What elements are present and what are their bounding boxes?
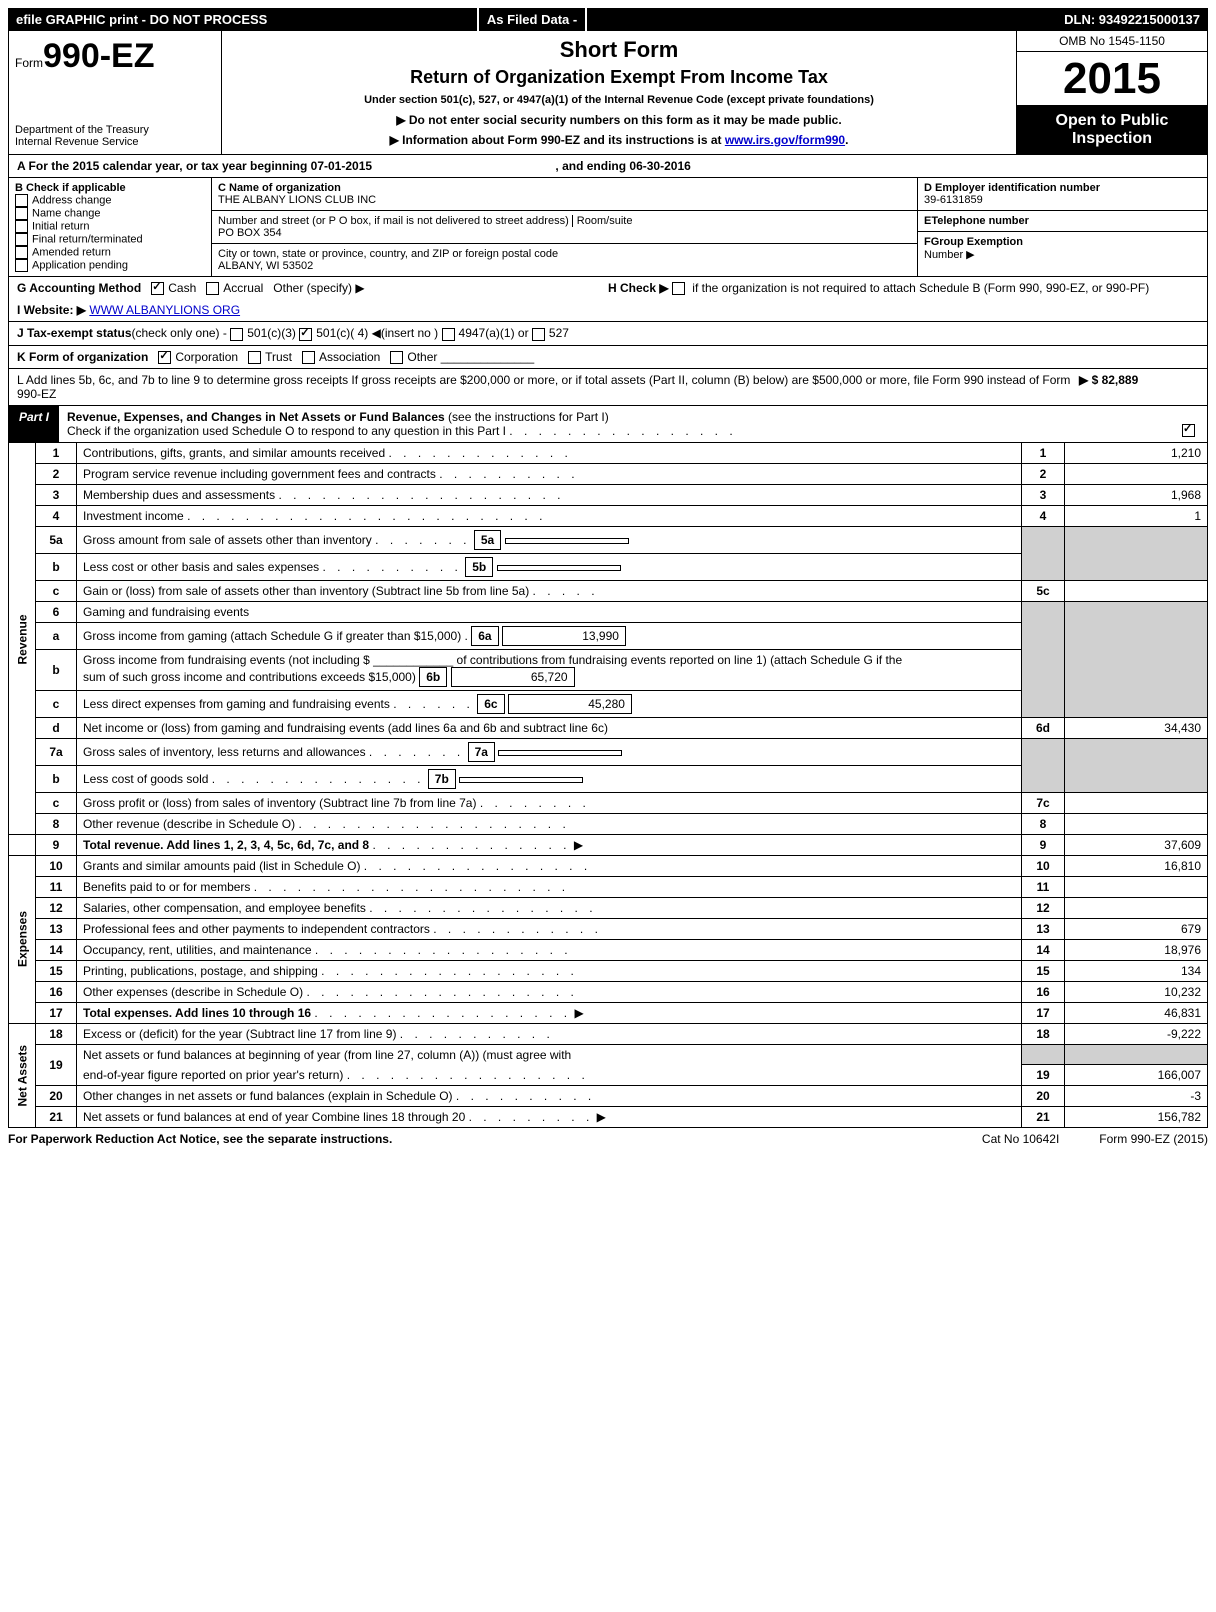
gross-receipts: ▶ $ 82,889 bbox=[1079, 373, 1199, 401]
form-footer: Form 990-EZ (2015) bbox=[1099, 1132, 1208, 1146]
omb-number: OMB No 1545-1150 bbox=[1017, 31, 1207, 52]
row-l: L Add lines 5b, 6c, and 7b to line 9 to … bbox=[8, 369, 1208, 406]
org-city-cell: City or town, state or province, country… bbox=[212, 244, 917, 276]
ein: 39-6131859 bbox=[924, 194, 983, 206]
org-city: ALBANY, WI 53502 bbox=[218, 260, 313, 272]
ssn-notice: ▶ Do not enter social security numbers o… bbox=[230, 113, 1008, 127]
org-address: PO BOX 354 bbox=[218, 227, 282, 239]
chk-other-org[interactable] bbox=[390, 351, 403, 364]
title-short-form: Short Form bbox=[230, 37, 1008, 63]
line18-value: -9,222 bbox=[1065, 1023, 1208, 1044]
line6d-value: 34,430 bbox=[1065, 717, 1208, 738]
line21-value: 156,782 bbox=[1065, 1107, 1208, 1128]
line16-value: 10,232 bbox=[1065, 981, 1208, 1002]
line1-value: 1,210 bbox=[1065, 443, 1208, 464]
revenue-side-label: Revenue bbox=[9, 443, 36, 835]
dln: DLN: 93492215000137 bbox=[1056, 8, 1208, 31]
title-return: Return of Organization Exempt From Incom… bbox=[230, 67, 1008, 88]
chk-association[interactable] bbox=[302, 351, 315, 364]
as-filed: As Filed Data - bbox=[479, 8, 587, 31]
line6a-value: 13,990 bbox=[502, 626, 626, 646]
chk-501c4[interactable] bbox=[299, 328, 312, 341]
cat-no: Cat No 10642I bbox=[982, 1132, 1059, 1146]
paperwork-notice: For Paperwork Reduction Act Notice, see … bbox=[8, 1132, 942, 1146]
row-g-h: G Accounting Method Cash Accrual Other (… bbox=[8, 277, 1208, 322]
chk-4947[interactable] bbox=[442, 328, 455, 341]
chk-schedule-b[interactable] bbox=[672, 282, 685, 295]
chk-accrual[interactable] bbox=[206, 282, 219, 295]
open-to-public: Open to Public Inspection bbox=[1017, 106, 1207, 154]
org-name-cell: C Name of organization THE ALBANY LIONS … bbox=[212, 178, 917, 211]
chk-address-change[interactable] bbox=[15, 194, 28, 207]
line4-value: 1 bbox=[1065, 505, 1208, 526]
group-exemption-cell: FGroup Exemption Number ▶ bbox=[917, 232, 1207, 276]
line13-value: 679 bbox=[1065, 918, 1208, 939]
line6c-value: 45,280 bbox=[508, 694, 632, 714]
line6b-value: 65,720 bbox=[451, 667, 575, 687]
subtitle: Under section 501(c), 527, or 4947(a)(1)… bbox=[230, 94, 1008, 106]
part1-header: Part I Revenue, Expenses, and Changes in… bbox=[8, 406, 1208, 443]
irs-link[interactable]: www.irs.gov/form990 bbox=[725, 133, 845, 147]
line3-value: 1,968 bbox=[1065, 484, 1208, 505]
line14-value: 18,976 bbox=[1065, 939, 1208, 960]
chk-527[interactable] bbox=[532, 328, 545, 341]
chk-final-return[interactable] bbox=[15, 233, 28, 246]
chk-501c3[interactable] bbox=[230, 328, 243, 341]
section-b-checkboxes: B Check if applicable Address change Nam… bbox=[9, 178, 212, 276]
org-name: THE ALBANY LIONS CLUB INC bbox=[218, 194, 376, 206]
section-h: H Check ▶ if the organization is not req… bbox=[608, 281, 1199, 317]
chk-cash[interactable] bbox=[151, 282, 164, 295]
part1-table: Revenue 1 Contributions, gifts, grants, … bbox=[8, 443, 1208, 1129]
total-revenue: 37,609 bbox=[1065, 834, 1208, 855]
net-assets-side-label: Net Assets bbox=[9, 1023, 36, 1128]
department: Department of the Treasury Internal Reve… bbox=[15, 124, 215, 148]
accounting-method-label: G Accounting Method bbox=[17, 281, 141, 295]
row-a-period: A For the 2015 calendar year, or tax yea… bbox=[8, 155, 1208, 178]
chk-initial-return[interactable] bbox=[15, 220, 28, 233]
org-address-cell: Number and street (or P O box, if mail i… bbox=[212, 211, 917, 244]
website-link[interactable]: WWW ALBANYLIONS ORG bbox=[89, 303, 240, 317]
form-header: Form990-EZ Department of the Treasury In… bbox=[8, 31, 1208, 155]
chk-app-pending[interactable] bbox=[15, 259, 28, 272]
row-k: K Form of organization Corporation Trust… bbox=[8, 346, 1208, 369]
row-j: J Tax-exempt status(check only one) - 50… bbox=[8, 322, 1208, 345]
form-number: Form990-EZ bbox=[15, 37, 215, 76]
chk-corporation[interactable] bbox=[158, 351, 171, 364]
org-info-grid: B Check if applicable Address change Nam… bbox=[8, 178, 1208, 277]
line19-value: 166,007 bbox=[1065, 1065, 1208, 1086]
tax-year: 2015 bbox=[1017, 52, 1207, 106]
chk-amended-return[interactable] bbox=[15, 246, 28, 259]
top-bar: efile GRAPHIC print - DO NOT PROCESS As … bbox=[8, 8, 1208, 31]
chk-trust[interactable] bbox=[248, 351, 261, 364]
efile-notice: efile GRAPHIC print - DO NOT PROCESS bbox=[8, 8, 479, 31]
website-label: I Website: ▶ bbox=[17, 303, 86, 317]
total-expenses: 46,831 bbox=[1065, 1002, 1208, 1023]
ein-cell: D Employer identification number 39-6131… bbox=[917, 178, 1207, 211]
expenses-side-label: Expenses bbox=[9, 855, 36, 1023]
line15-value: 134 bbox=[1065, 960, 1208, 981]
chk-schedule-o[interactable] bbox=[1182, 424, 1195, 437]
info-link-line: ▶ Information about Form 990-EZ and its … bbox=[230, 133, 1008, 147]
footer: For Paperwork Reduction Act Notice, see … bbox=[8, 1128, 1208, 1150]
line20-value: -3 bbox=[1065, 1086, 1208, 1107]
line10-value: 16,810 bbox=[1065, 855, 1208, 876]
chk-name-change[interactable] bbox=[15, 207, 28, 220]
phone-cell: ETelephone number bbox=[917, 211, 1207, 232]
